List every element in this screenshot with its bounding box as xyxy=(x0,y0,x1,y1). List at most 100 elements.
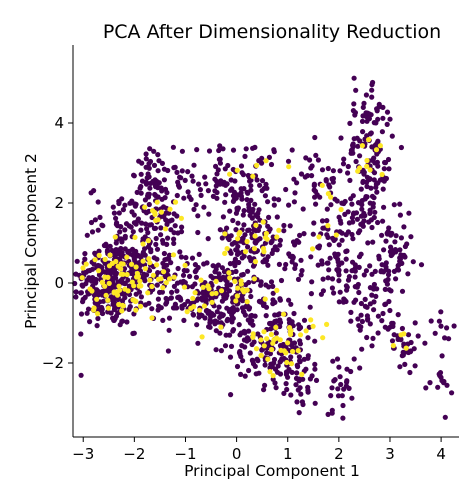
data-point-class-0 xyxy=(115,297,121,303)
data-point-class-0 xyxy=(370,335,376,341)
data-point-class-1 xyxy=(140,241,146,247)
data-point-class-0 xyxy=(359,198,365,204)
data-point-class-1 xyxy=(295,348,301,354)
data-point-class-0 xyxy=(179,168,185,174)
data-point-class-1 xyxy=(222,250,228,256)
data-point-class-0 xyxy=(246,254,253,261)
data-point-class-0 xyxy=(141,271,147,277)
data-point-class-1 xyxy=(226,270,232,276)
data-point-class-1 xyxy=(118,271,124,277)
data-point-class-0 xyxy=(227,354,234,360)
data-point-class-0 xyxy=(169,217,175,223)
data-point-class-0 xyxy=(358,300,364,307)
data-point-class-0 xyxy=(100,310,106,317)
data-point-class-0 xyxy=(358,251,364,257)
data-point-class-0 xyxy=(319,167,326,173)
data-point-class-0 xyxy=(113,221,119,227)
data-point-class-0 xyxy=(286,297,292,303)
data-point-class-0 xyxy=(364,334,370,341)
data-point-class-0 xyxy=(343,268,349,274)
data-point-class-0 xyxy=(88,219,95,226)
data-point-class-0 xyxy=(181,317,187,323)
data-point-class-0 xyxy=(343,256,349,262)
data-point-class-0 xyxy=(271,360,277,366)
data-point-class-0 xyxy=(294,180,300,186)
data-point-class-0 xyxy=(367,321,373,327)
data-point-class-0 xyxy=(241,208,247,214)
data-point-class-0 xyxy=(439,353,445,359)
data-point-class-0 xyxy=(367,176,373,182)
data-point-class-1 xyxy=(309,246,316,252)
data-point-class-0 xyxy=(262,193,268,199)
data-point-class-1 xyxy=(276,227,282,233)
data-point-class-0 xyxy=(131,173,137,179)
data-point-class-0 xyxy=(138,294,144,300)
data-point-class-1 xyxy=(287,329,294,335)
data-point-class-0 xyxy=(336,242,342,248)
data-point-class-0 xyxy=(94,287,100,293)
data-point-class-0 xyxy=(239,170,245,176)
data-point-class-0 xyxy=(142,302,149,308)
data-point-class-0 xyxy=(393,276,399,282)
data-point-class-0 xyxy=(350,142,356,148)
data-point-class-0 xyxy=(381,247,387,253)
data-point-class-0 xyxy=(99,222,105,228)
data-point-class-0 xyxy=(359,206,365,212)
x-tick-label: 2 xyxy=(334,445,344,463)
data-point-class-0 xyxy=(312,194,318,200)
data-point-class-0 xyxy=(338,220,344,226)
data-point-class-1 xyxy=(145,290,151,296)
data-point-class-1 xyxy=(182,262,188,268)
data-point-class-0 xyxy=(161,250,167,257)
data-point-class-0 xyxy=(297,358,303,364)
data-point-class-0 xyxy=(326,242,332,248)
data-point-class-0 xyxy=(336,299,342,305)
data-point-class-0 xyxy=(197,187,203,193)
data-point-class-0 xyxy=(164,299,170,306)
data-point-class-0 xyxy=(329,276,336,282)
data-point-class-0 xyxy=(391,268,397,274)
data-point-class-0 xyxy=(358,312,364,318)
data-point-class-0 xyxy=(330,358,336,364)
data-point-class-0 xyxy=(199,297,205,303)
data-point-class-0 xyxy=(371,286,377,292)
data-point-class-0 xyxy=(307,376,313,382)
data-point-class-0 xyxy=(278,277,285,284)
data-point-class-0 xyxy=(246,367,252,374)
data-point-class-0 xyxy=(188,196,194,202)
data-point-class-0 xyxy=(296,410,302,416)
data-point-class-0 xyxy=(170,144,176,150)
data-point-class-1 xyxy=(112,234,118,240)
data-point-class-0 xyxy=(349,395,355,401)
data-point-class-0 xyxy=(192,262,198,268)
data-point-class-1 xyxy=(96,268,102,274)
data-point-class-1 xyxy=(297,332,304,338)
data-point-class-0 xyxy=(161,177,167,183)
data-point-class-0 xyxy=(398,260,404,266)
data-point-class-0 xyxy=(309,279,315,285)
data-point-class-0 xyxy=(311,181,317,187)
data-point-class-0 xyxy=(432,330,438,336)
data-point-class-0 xyxy=(183,255,189,261)
x-tick-label: 3 xyxy=(385,445,395,463)
data-point-class-0 xyxy=(240,212,246,218)
data-point-class-0 xyxy=(296,354,302,360)
data-point-class-1 xyxy=(320,335,326,341)
data-point-class-0 xyxy=(111,317,117,323)
data-point-class-0 xyxy=(195,296,201,302)
data-point-class-0 xyxy=(251,339,257,345)
data-point-class-0 xyxy=(135,216,141,222)
data-point-class-0 xyxy=(194,322,200,328)
data-point-class-0 xyxy=(191,162,197,168)
y-axis-title: Principal Component 2 xyxy=(22,153,40,329)
data-point-class-0 xyxy=(109,248,115,254)
data-point-class-0 xyxy=(234,205,240,211)
data-point-class-1 xyxy=(254,162,260,168)
data-point-class-0 xyxy=(340,402,346,409)
data-point-class-0 xyxy=(319,218,326,224)
data-point-class-0 xyxy=(348,196,354,202)
data-point-class-0 xyxy=(225,162,231,169)
data-point-class-1 xyxy=(163,280,169,286)
data-point-class-0 xyxy=(415,333,421,339)
data-point-class-1 xyxy=(132,234,138,240)
